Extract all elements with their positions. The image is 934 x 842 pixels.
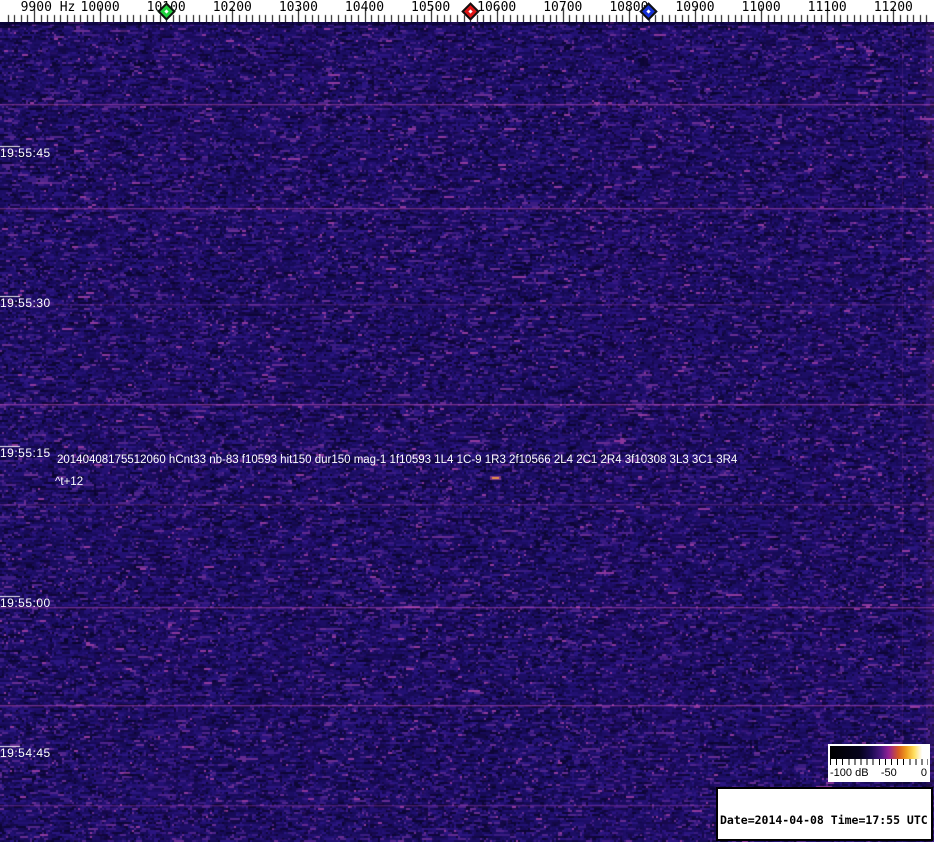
freq-label-10500: 10500 [411, 0, 451, 15]
freq-label-10800: 10800 [609, 0, 649, 15]
freq-label-10200: 10200 [212, 0, 252, 15]
red-marker-center-dot [468, 9, 473, 14]
freq-label-10700: 10700 [543, 0, 583, 15]
time-label-195445: 19:54:45 [0, 746, 51, 760]
legend-tick-marks [830, 759, 928, 767]
freq-label-10900: 10900 [675, 0, 715, 15]
time-offset-annotation: ^t+12 [55, 476, 84, 488]
blue-marker-center-dot [646, 9, 651, 14]
green-marker-center-dot [164, 9, 169, 14]
legend-labels: -100 dB -50 0 [830, 767, 928, 780]
spectrogram-noise-canvas [0, 22, 934, 842]
time-label-195530: 19:55:30 [0, 296, 51, 310]
info-box: Date=2014-04-08 Time=17:55 UTC Freq=143 … [716, 787, 933, 841]
time-label-195500: 19:55:00 [0, 596, 51, 610]
color-scale-legend: -100 dB -50 0 [828, 744, 930, 782]
frequency-scale[interactable]: 9900 Hz100001010010200103001040010500106… [0, 0, 934, 22]
info-date-time: Date=2014-04-08 Time=17:55 UTC [720, 812, 928, 827]
color-gradient-bar [830, 746, 928, 759]
freq-label-10600: 10600 [477, 0, 517, 15]
freq-label-11000: 11000 [741, 0, 781, 15]
waterfall-display: 19:55:45 19:55:30 19:55:15 19:55:00 19:54:45… [0, 22, 934, 842]
time-label-195545: 19:55:45 [0, 146, 51, 160]
legend-label-min-db: -100 dB [830, 767, 869, 779]
time-label-195515: 19:55:15 [0, 446, 51, 460]
legend-label-mid-db: -50 [880, 767, 897, 779]
freq-label-10400: 10400 [344, 0, 385, 15]
freq-label-10300: 10300 [278, 0, 318, 15]
freq-label-11200: 11200 [873, 0, 913, 15]
freq-label-9900: 9900 Hz [20, 0, 76, 15]
legend-label-max-db: 0 [920, 767, 927, 779]
meteor-detection-annotation: 20140408175512060 hCnt33 nb-83 f10593 hi… [57, 454, 738, 466]
freq-label-10000: 10000 [80, 0, 120, 15]
freq-label-11100: 11100 [807, 0, 847, 15]
